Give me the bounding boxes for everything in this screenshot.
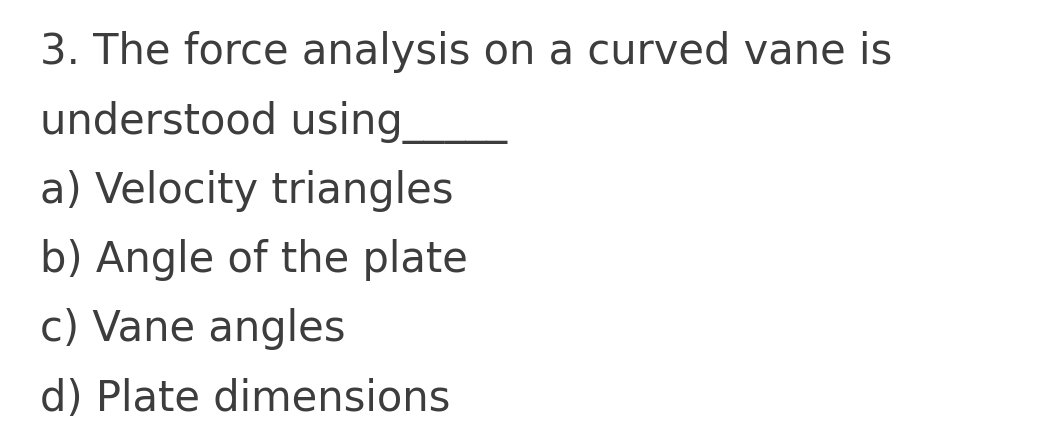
Text: 3. The force analysis on a curved vane is: 3. The force analysis on a curved vane i… xyxy=(40,31,892,73)
Text: b) Angle of the plate: b) Angle of the plate xyxy=(40,239,467,281)
Text: a) Velocity triangles: a) Velocity triangles xyxy=(40,170,454,212)
Text: c) Vane angles: c) Vane angles xyxy=(40,308,345,350)
Text: understood using_____: understood using_____ xyxy=(40,101,507,143)
Text: d) Plate dimensions: d) Plate dimensions xyxy=(40,378,450,420)
